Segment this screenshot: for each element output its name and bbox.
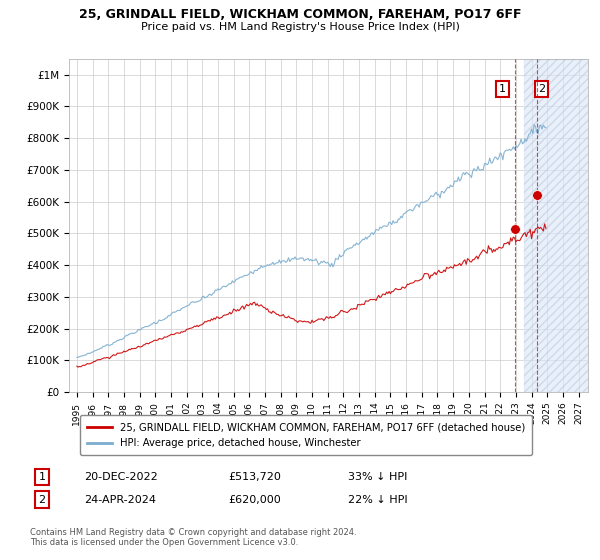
Text: 20-DEC-2022: 20-DEC-2022	[84, 472, 158, 482]
Text: 25, GRINDALL FIELD, WICKHAM COMMON, FAREHAM, PO17 6FF: 25, GRINDALL FIELD, WICKHAM COMMON, FARE…	[79, 8, 521, 21]
Text: Contains HM Land Registry data © Crown copyright and database right 2024.
This d: Contains HM Land Registry data © Crown c…	[30, 528, 356, 547]
Text: Price paid vs. HM Land Registry's House Price Index (HPI): Price paid vs. HM Land Registry's House …	[140, 22, 460, 32]
Text: 1: 1	[499, 84, 506, 94]
Text: £620,000: £620,000	[228, 494, 281, 505]
Text: 1: 1	[38, 472, 46, 482]
Text: 24-APR-2024: 24-APR-2024	[84, 494, 156, 505]
Bar	[524, 59, 588, 392]
Text: 2: 2	[38, 494, 46, 505]
Bar	[524, 59, 588, 392]
Text: 2: 2	[538, 84, 545, 94]
Text: £513,720: £513,720	[228, 472, 281, 482]
Legend: 25, GRINDALL FIELD, WICKHAM COMMON, FAREHAM, PO17 6FF (detached house), HPI: Ave: 25, GRINDALL FIELD, WICKHAM COMMON, FARE…	[80, 416, 532, 455]
Text: 33% ↓ HPI: 33% ↓ HPI	[348, 472, 407, 482]
Text: 22% ↓ HPI: 22% ↓ HPI	[348, 494, 407, 505]
